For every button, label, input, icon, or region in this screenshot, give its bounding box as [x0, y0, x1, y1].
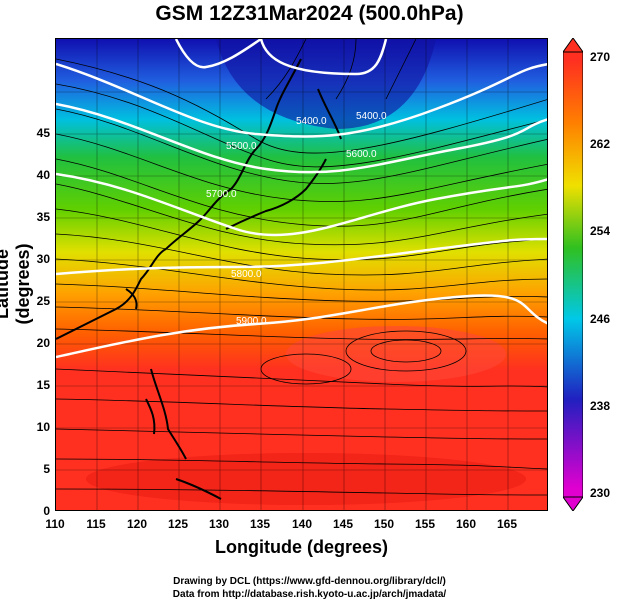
y-tick-label: 5 [43, 462, 50, 476]
contour-label: 5800.0 [231, 269, 262, 280]
warm-pool [286, 326, 506, 382]
contour-label: 5400.0 [356, 111, 387, 122]
colorbar-label: 246 [590, 312, 611, 326]
x-axis-label: Longitude (degrees) [214, 537, 388, 557]
colorbar-label: 238 [590, 399, 611, 413]
geopotential-contours [56, 39, 547, 359]
y-tick-label: 30 [36, 252, 50, 266]
x-tick-label: 115 [86, 517, 106, 531]
map-plot-area: 5400.0 5400.0 5500.0 5600.0 5700.0 5800.… [55, 38, 548, 511]
x-tick-label: 130 [208, 517, 230, 531]
credit-drawing: Drawing by DCL (https://www.gfd-dennou.o… [173, 576, 446, 587]
y-tick-label: 0 [43, 504, 50, 518]
x-tick-label: 140 [291, 517, 313, 531]
credit-data-source: Data from http://database.rish.kyoto-u.a… [172, 589, 447, 600]
y-tick-label: 35 [36, 210, 50, 224]
color-scale-bar [563, 38, 583, 511]
x-tick-label: 125 [167, 517, 189, 531]
map-title: GSM 12Z31Mar2024 (500.0hPa) [155, 2, 464, 25]
contour-labels: 5400.0 5400.0 5500.0 5600.0 5700.0 5800.… [206, 111, 387, 327]
x-tick-label: 110 [45, 517, 65, 531]
y-tick-label: 40 [36, 168, 50, 182]
y-tick-label: 45 [36, 126, 50, 140]
x-tick-label: 165 [496, 517, 518, 531]
coastlines [56, 58, 342, 500]
contour-label: 5600.0 [346, 149, 377, 160]
x-tick-label: 160 [455, 517, 477, 531]
colorbar-label: 270 [590, 50, 611, 64]
colorbar-label: 262 [590, 137, 611, 151]
cold-core-blob [216, 39, 436, 129]
contour-label: 5700.0 [206, 189, 237, 200]
contour-label: 5400.0 [296, 116, 327, 127]
y-tick-label: 15 [36, 378, 50, 392]
x-tick-label: 155 [414, 517, 436, 531]
x-tick-label: 120 [126, 517, 148, 531]
x-tick-label: 135 [249, 517, 271, 531]
y-tick-label: 10 [36, 420, 50, 434]
colorbar-label: 254 [590, 224, 611, 238]
y-tick-label: 20 [36, 336, 50, 350]
x-tick-label: 145 [332, 517, 354, 531]
colorbar-label: 230 [590, 486, 611, 500]
y-axis-label: Latitude (degrees) [0, 243, 33, 325]
warm-patch-south [86, 453, 526, 505]
y-tick-label: 25 [36, 294, 50, 308]
x-tick-label: 150 [373, 517, 395, 531]
contour-label: 5500.0 [226, 141, 257, 152]
grid-lines [56, 39, 547, 510]
contour-label: 5900.0 [236, 316, 267, 327]
